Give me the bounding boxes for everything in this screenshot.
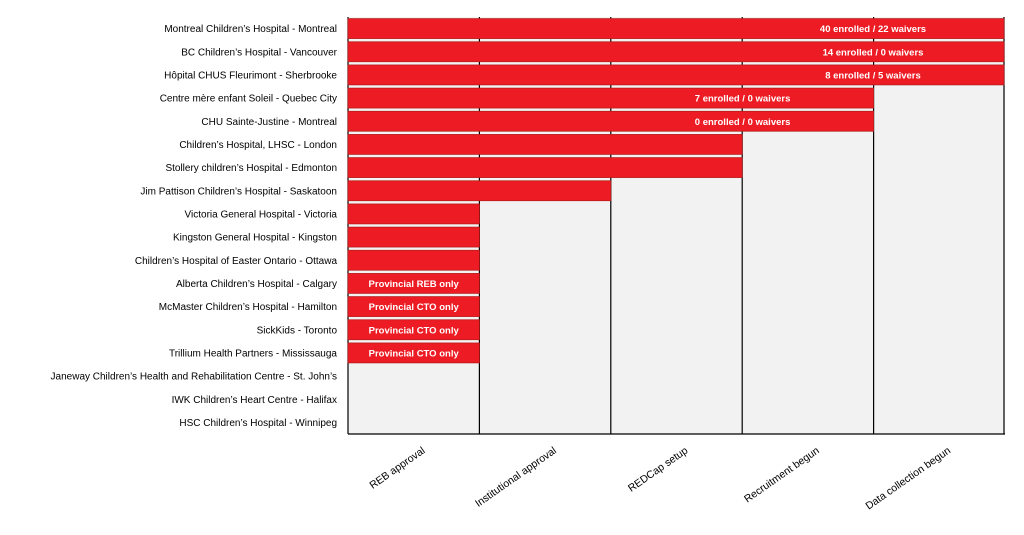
site-label: Centre mère enfant Soleil - Quebec City: [160, 94, 337, 105]
stage-label: REB approval: [367, 445, 427, 492]
progress-bar: [347, 273, 480, 294]
site-label: Jim Pattison Children’s Hospital - Saska…: [140, 186, 337, 197]
site-label: McMaster Children’s Hospital - Hamilton: [159, 302, 337, 313]
progress-bar: [347, 180, 612, 202]
stage-label: REDCap setup: [626, 445, 690, 495]
progress-bar: [347, 226, 480, 248]
stage-label: Data collection begun: [863, 445, 953, 513]
plot-background: [348, 17, 1005, 434]
bar-annotation: Provincial CTO only: [369, 325, 460, 336]
site-label: IWK Children’s Heart Centre - Halifax: [172, 395, 337, 406]
site-label: Alberta Children’s Hospital - Calgary: [176, 279, 337, 290]
site-label: BC Children’s Hospital - Vancouver: [181, 47, 337, 58]
progress-bar: [347, 18, 1005, 39]
site-label: HSC Children’s Hospital - Winnipeg: [179, 418, 337, 429]
progress-bar: [347, 203, 480, 225]
site-label: Stollery children’s Hospital - Edmonton: [165, 163, 337, 174]
progress-bar: [347, 342, 480, 364]
bar-annotation: 14 enrolled / 0 waivers: [823, 47, 924, 58]
bar-annotation: 7 enrolled / 0 waivers: [695, 94, 791, 105]
bar-annotation: 40 enrolled / 22 waivers: [820, 24, 926, 35]
bars: 40 enrolled / 22 waivers 14 enrolled / 0 …: [347, 18, 1005, 364]
progress-bar: [347, 157, 743, 178]
progress-bar: [347, 134, 743, 155]
site-label: CHU Sainte-Justine - Montreal: [201, 117, 337, 128]
site-label: Trillium Health Partners - Mississauga: [169, 348, 337, 359]
site-label: Children’s Hospital of Easter Ontario - …: [135, 256, 338, 267]
site-label: Kingston General Hospital - Kingston: [173, 233, 337, 244]
site-label: Children’s Hospital, LHSC - London: [179, 140, 337, 151]
site-label: Janeway Children’s Health and Rehabilita…: [51, 372, 337, 383]
gridlines: [347, 17, 1005, 435]
site-label: SickKids - Toronto: [257, 325, 338, 336]
progress-bar: [347, 249, 480, 271]
bar-annotation: Provincial CTO only: [369, 302, 460, 313]
stage-label: Recruitment begun: [742, 445, 822, 506]
progress-bar: [347, 87, 874, 109]
stage-label: Institutional approval: [473, 445, 559, 510]
stage-labels: REB approval Institutional approval REDCap…: [367, 445, 953, 513]
site-label: Victoria General Hospital - Victoria: [185, 209, 338, 220]
bar-annotation: 0 enrolled / 0 waivers: [695, 117, 791, 128]
site-label: Hôpital CHUS Fleurimont - Sherbrooke: [164, 70, 337, 81]
site-label: Montreal Children’s Hospital - Montreal: [164, 24, 337, 35]
bar-annotation: 8 enrolled / 5 waivers: [825, 70, 921, 81]
bar-annotation: Provincial CTO only: [369, 348, 460, 359]
progress-bar: [347, 296, 480, 317]
progress-bar: [347, 41, 1005, 63]
site-labels: Montreal Children’s Hospital - Montreal B…: [51, 24, 338, 429]
progress-bar: [347, 110, 874, 132]
bar-annotation: Provincial REB only: [369, 279, 460, 290]
progress-bar: [347, 64, 1005, 86]
progress-bar: [347, 319, 480, 341]
